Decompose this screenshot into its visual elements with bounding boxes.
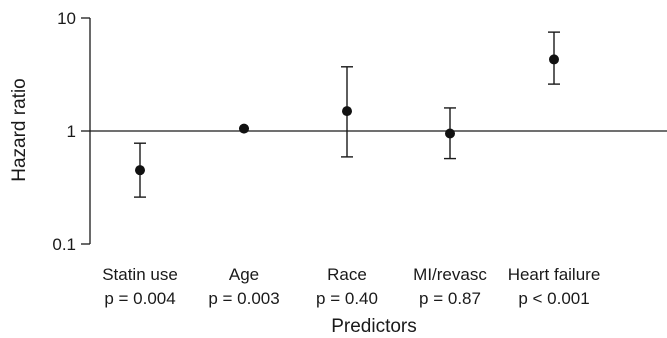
p-value-label: p = 0.004 [104,289,175,308]
data-point [549,54,559,65]
category-label: Heart failure [508,265,601,284]
y-axis-title: Hazard ratio [9,78,30,182]
y-tick-label: 1 [67,122,76,141]
category-label: Age [229,265,259,284]
category-label: Statin use [102,265,178,284]
y-tick-label: 0.1 [52,235,76,254]
x-axis-title: Predictors [331,316,417,337]
data-point [342,106,352,117]
category-label: Race [327,265,367,284]
data-point [239,123,249,134]
p-value-label: p = 0.003 [208,289,279,308]
y-tick-label: 10 [57,9,76,28]
data-point [135,165,145,176]
category-label: MI/revasc [413,265,487,284]
p-value-label: p = 0.40 [316,289,378,308]
p-value-label: p = 0.87 [419,289,481,308]
data-point [445,128,455,139]
p-value-label: p < 0.001 [518,289,589,308]
